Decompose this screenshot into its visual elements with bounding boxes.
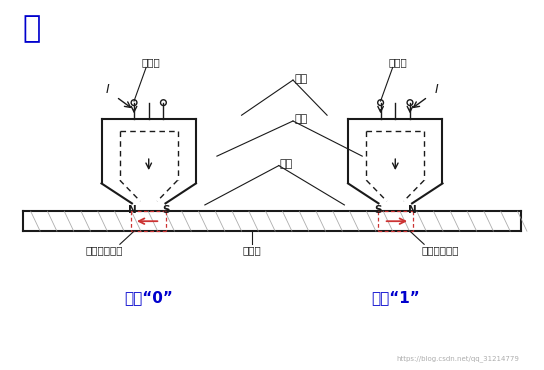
- Text: 写入“1”: 写入“1”: [371, 290, 419, 305]
- Text: https://blog.csdn.net/qq_31214779: https://blog.csdn.net/qq_31214779: [397, 356, 520, 362]
- Text: N: N: [127, 205, 137, 215]
- Text: I: I: [106, 83, 110, 96]
- Text: 载磁体: 载磁体: [243, 245, 262, 255]
- Text: 磁通: 磁通: [294, 114, 307, 124]
- Text: S: S: [162, 205, 169, 215]
- Text: 写线圈: 写线圈: [142, 57, 160, 67]
- Text: I: I: [434, 83, 438, 96]
- Text: 局部磁化单元: 局部磁化单元: [85, 245, 123, 255]
- Text: 写入“0”: 写入“0”: [124, 290, 173, 305]
- Text: 局部磁化单元: 局部磁化单元: [421, 245, 459, 255]
- Text: 磁层: 磁层: [280, 159, 293, 169]
- Text: S: S: [375, 205, 382, 215]
- Text: 鐵芯: 鐵芯: [294, 74, 307, 84]
- Text: N: N: [407, 205, 417, 215]
- Text: 写线圈: 写线圈: [388, 57, 407, 67]
- Text: 写: 写: [23, 14, 41, 44]
